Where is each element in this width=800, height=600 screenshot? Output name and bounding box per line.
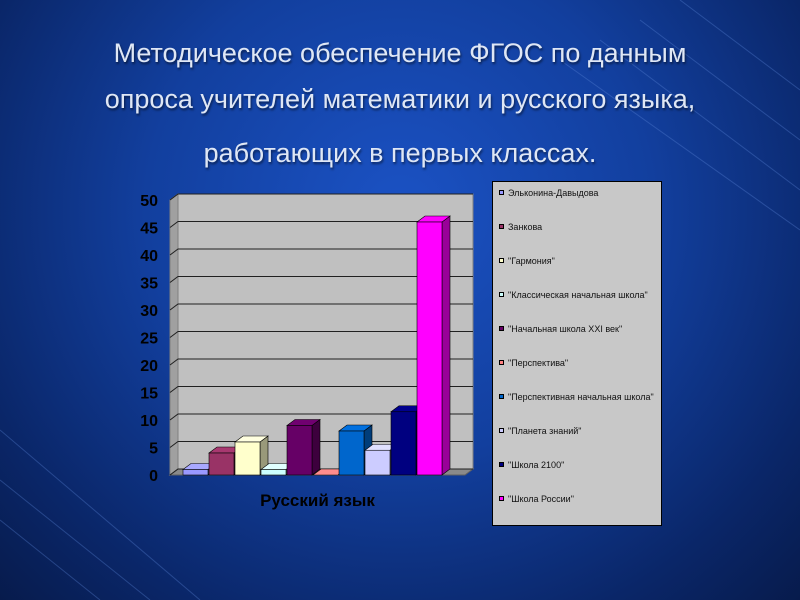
- legend-label: Занкова: [508, 222, 543, 232]
- bar: [182, 469, 209, 476]
- bar: [364, 449, 391, 476]
- legend-item: "Школа 2100": [499, 458, 659, 472]
- gridline: [169, 276, 473, 283]
- gridline: [169, 331, 473, 338]
- bar: [208, 452, 235, 476]
- legend-item: "Гармония": [499, 254, 659, 268]
- gridline: [169, 248, 473, 256]
- x-category-label: Русский язык: [260, 491, 375, 510]
- legend-item: "Перспектива": [499, 356, 659, 370]
- legend-label: "Начальная школа XXI век": [508, 324, 623, 334]
- chart-legend: Эльконина-Давыдова Занкова "Гармония" "Клас…: [492, 181, 662, 526]
- gridline: [169, 193, 473, 201]
- legend-label: "Гармония": [508, 256, 555, 266]
- legend-item: "Школа России": [499, 492, 659, 506]
- gridline: [169, 303, 473, 311]
- legend-swatch: [499, 496, 504, 501]
- legend-item: "Классическая начальная школа": [499, 288, 659, 302]
- legend-label: "Школа России": [508, 494, 574, 504]
- legend-item: Эльконина-Давыдова: [499, 186, 659, 200]
- gridline: [169, 413, 473, 421]
- title-line-2: опроса учителей математики и русского яз…: [104, 84, 696, 114]
- legend-swatch: [499, 258, 504, 263]
- legend-item: "Начальная школа XXI век": [499, 322, 659, 336]
- y-tick-label: 15: [140, 386, 158, 403]
- page-title: Методическое обеспечение ФГОС по данным …: [0, 30, 800, 176]
- legend-item: "Перспективная начальная школа": [499, 390, 659, 404]
- bar-side: [441, 215, 451, 476]
- y-tick-label: 10: [140, 413, 158, 430]
- legend-label: "Перспективная начальная школа": [508, 392, 654, 402]
- bar: [338, 430, 365, 476]
- y-tick-label: 35: [140, 276, 158, 293]
- legend-label: "Классическая начальная школа": [508, 290, 648, 300]
- y-tick-label: 40: [140, 248, 158, 265]
- legend-label: "Перспектива": [508, 358, 569, 368]
- bar-side: [311, 418, 321, 476]
- y-tick-label: 45: [140, 221, 158, 238]
- bar: [416, 221, 443, 476]
- bar: [390, 411, 417, 476]
- y-tick-label: 25: [140, 331, 158, 348]
- title-line-1: Методическое обеспечение ФГОС по данным: [113, 38, 687, 68]
- y-tick-label: 30: [140, 303, 158, 320]
- y-tick-label: 50: [140, 193, 158, 210]
- bar: [260, 469, 287, 476]
- legend-swatch: [499, 462, 504, 467]
- legend-swatch: [499, 428, 504, 433]
- y-tick-label: 5: [149, 441, 158, 458]
- legend-item: "Планета знаний": [499, 424, 659, 438]
- gridline: [169, 221, 473, 228]
- legend-label: "Планета знаний": [508, 426, 582, 436]
- gridline: [169, 358, 473, 366]
- legend-swatch: [499, 224, 504, 229]
- legend-swatch: [499, 190, 504, 195]
- y-tick-label: 20: [140, 358, 158, 375]
- legend-item: Занкова: [499, 220, 659, 234]
- legend-swatch: [499, 394, 504, 399]
- title-line-3: работающих в первых классах.: [203, 138, 597, 168]
- gridline: [169, 386, 473, 393]
- legend-swatch: [499, 326, 504, 331]
- legend-swatch: [499, 292, 504, 297]
- legend-label: Эльконина-Давыдова: [508, 188, 599, 198]
- y-tick-label: 0: [149, 468, 158, 485]
- legend-label: "Школа 2100": [508, 460, 565, 470]
- legend-swatch: [499, 360, 504, 365]
- gridline: [169, 441, 473, 448]
- bar: [286, 425, 313, 476]
- bar: [234, 441, 261, 476]
